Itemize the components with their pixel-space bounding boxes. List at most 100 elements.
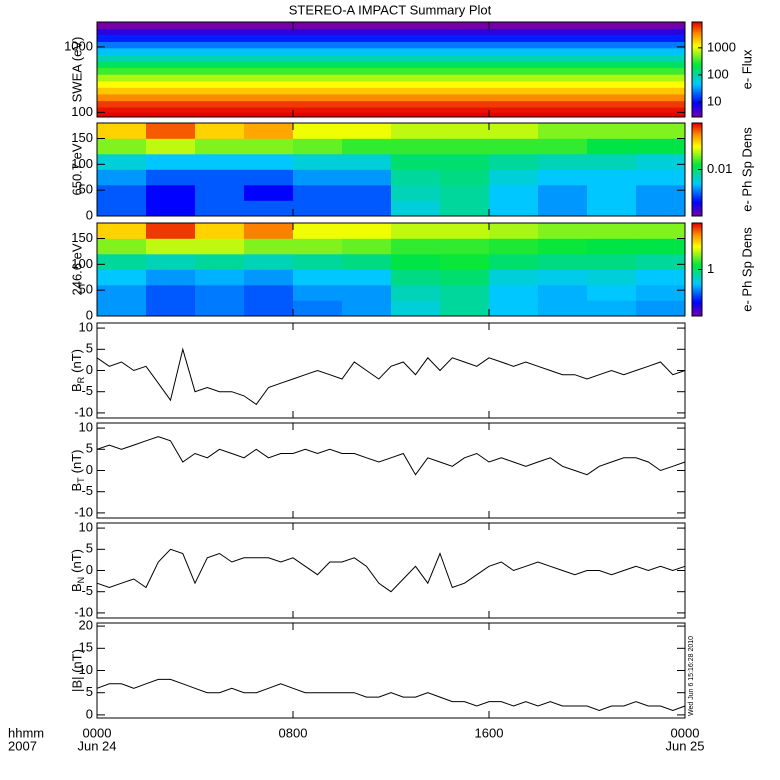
colorbar-step [692,283,702,286]
y-label-unit: (nT) [69,549,84,573]
y-tick-label: 0 [86,562,93,577]
heatmap-cell [293,254,343,270]
y-label-main: B [69,383,84,392]
heatmap-cell [587,185,637,201]
y-tick-label: 0 [86,706,93,721]
y-tick-label: 5 [86,441,93,456]
heatmap-cell [342,285,392,301]
heatmap-cell [97,254,147,270]
heatmap-cell [195,269,245,286]
colorbar-step [692,77,702,80]
colorbar-step [692,214,702,217]
heatmap-cell [244,185,294,201]
heatmap-cell [587,154,637,170]
colorbar-step [692,48,702,51]
panel-frame [96,422,686,519]
colorbar-step [692,79,702,81]
heatmap-cell [489,169,539,186]
colorbar-step [692,25,702,28]
heatmap-cell [391,285,441,301]
heatmap-cell [195,169,245,186]
colorbar-step [692,146,702,149]
colorbar-step [692,147,702,150]
colorbar-step [692,74,702,77]
colorbar-step [692,61,702,64]
heatmap-cell [587,254,637,270]
colorbar-step [692,223,702,225]
colorbar-step [692,300,702,303]
colorbar-step [692,312,702,315]
heatmap-cell [146,269,196,286]
colorbar-step [692,115,702,118]
heatmap-cell [146,154,196,170]
heatmap-cell [636,238,686,255]
heatmap-cell [244,123,294,139]
y-tick-label: 150 [71,130,93,145]
y-label-sub: T [76,477,86,483]
colorbar-step [692,227,702,230]
line-series [96,436,686,476]
y-tick-label: 0 [86,362,93,377]
colorbar-step [692,112,702,115]
colorbar-step [692,144,702,147]
colorbar-step [692,311,702,314]
colorbar-step [692,288,702,291]
heatmap-cell [146,169,196,186]
heatmap-cell [195,285,245,301]
heatmap-cell [293,238,343,255]
heatmap-cell [293,138,343,155]
heatmap-cell [587,238,637,255]
y-tick-label: -10 [74,504,93,519]
colorbar-step [692,236,702,239]
colorbar-step [692,90,702,93]
heatmap-cell [538,285,588,301]
heatmap-cell [489,223,539,239]
colorbar-step [692,63,702,66]
colorbar-step [692,272,702,275]
colorbar-step [692,260,702,263]
heatmap-cell [146,138,196,155]
colorbar-step [692,235,702,238]
heatmap-cell [538,200,588,217]
colorbar-step [692,177,702,180]
colorbar-tick-label: 1 [707,261,714,276]
heatmap-cell [538,300,588,317]
heatmap-cell [538,123,588,139]
heatmap-cell [391,138,441,155]
heatmap-cell [195,254,245,270]
x-tick-label: 0800 [279,725,308,740]
y-tick-label: 100 [71,104,93,119]
colorbar-step [692,200,702,203]
colorbar-step [692,167,702,170]
heatmap-cell [391,300,441,317]
colorbar-step [692,75,702,78]
colorbar-step [692,164,702,167]
colorbar-step [692,275,702,278]
plot-title: STEREO-A IMPACT Summary Plot [289,2,492,17]
colorbar-step [692,93,702,96]
colorbar-step [692,230,702,233]
y-label-sub: R [76,376,86,383]
colorbar-step [692,195,702,198]
heatmap-cell [342,185,392,201]
heatmap-cell [97,185,147,201]
colorbar-step [692,278,702,281]
heatmap-cell [97,154,147,170]
heatmap-cell [636,154,686,170]
heatmap-cell [636,138,686,155]
heatmap-cell [244,154,294,170]
heatmap-cell [636,269,686,286]
colorbar-step [692,305,702,308]
colorbar-step [692,104,702,107]
heatmap-cell [538,223,588,239]
colorbar-step [692,174,702,177]
colorbar-step [692,132,702,135]
y-tick-label: 0 [86,207,93,222]
heatmap-cell [97,169,147,186]
colorbar-step [692,150,702,153]
heatmap-cell [587,285,637,301]
heatmap-cell [440,138,490,155]
colorbar-step [692,143,702,146]
heatmap-cell [440,169,490,186]
colorbar-step [692,267,702,270]
